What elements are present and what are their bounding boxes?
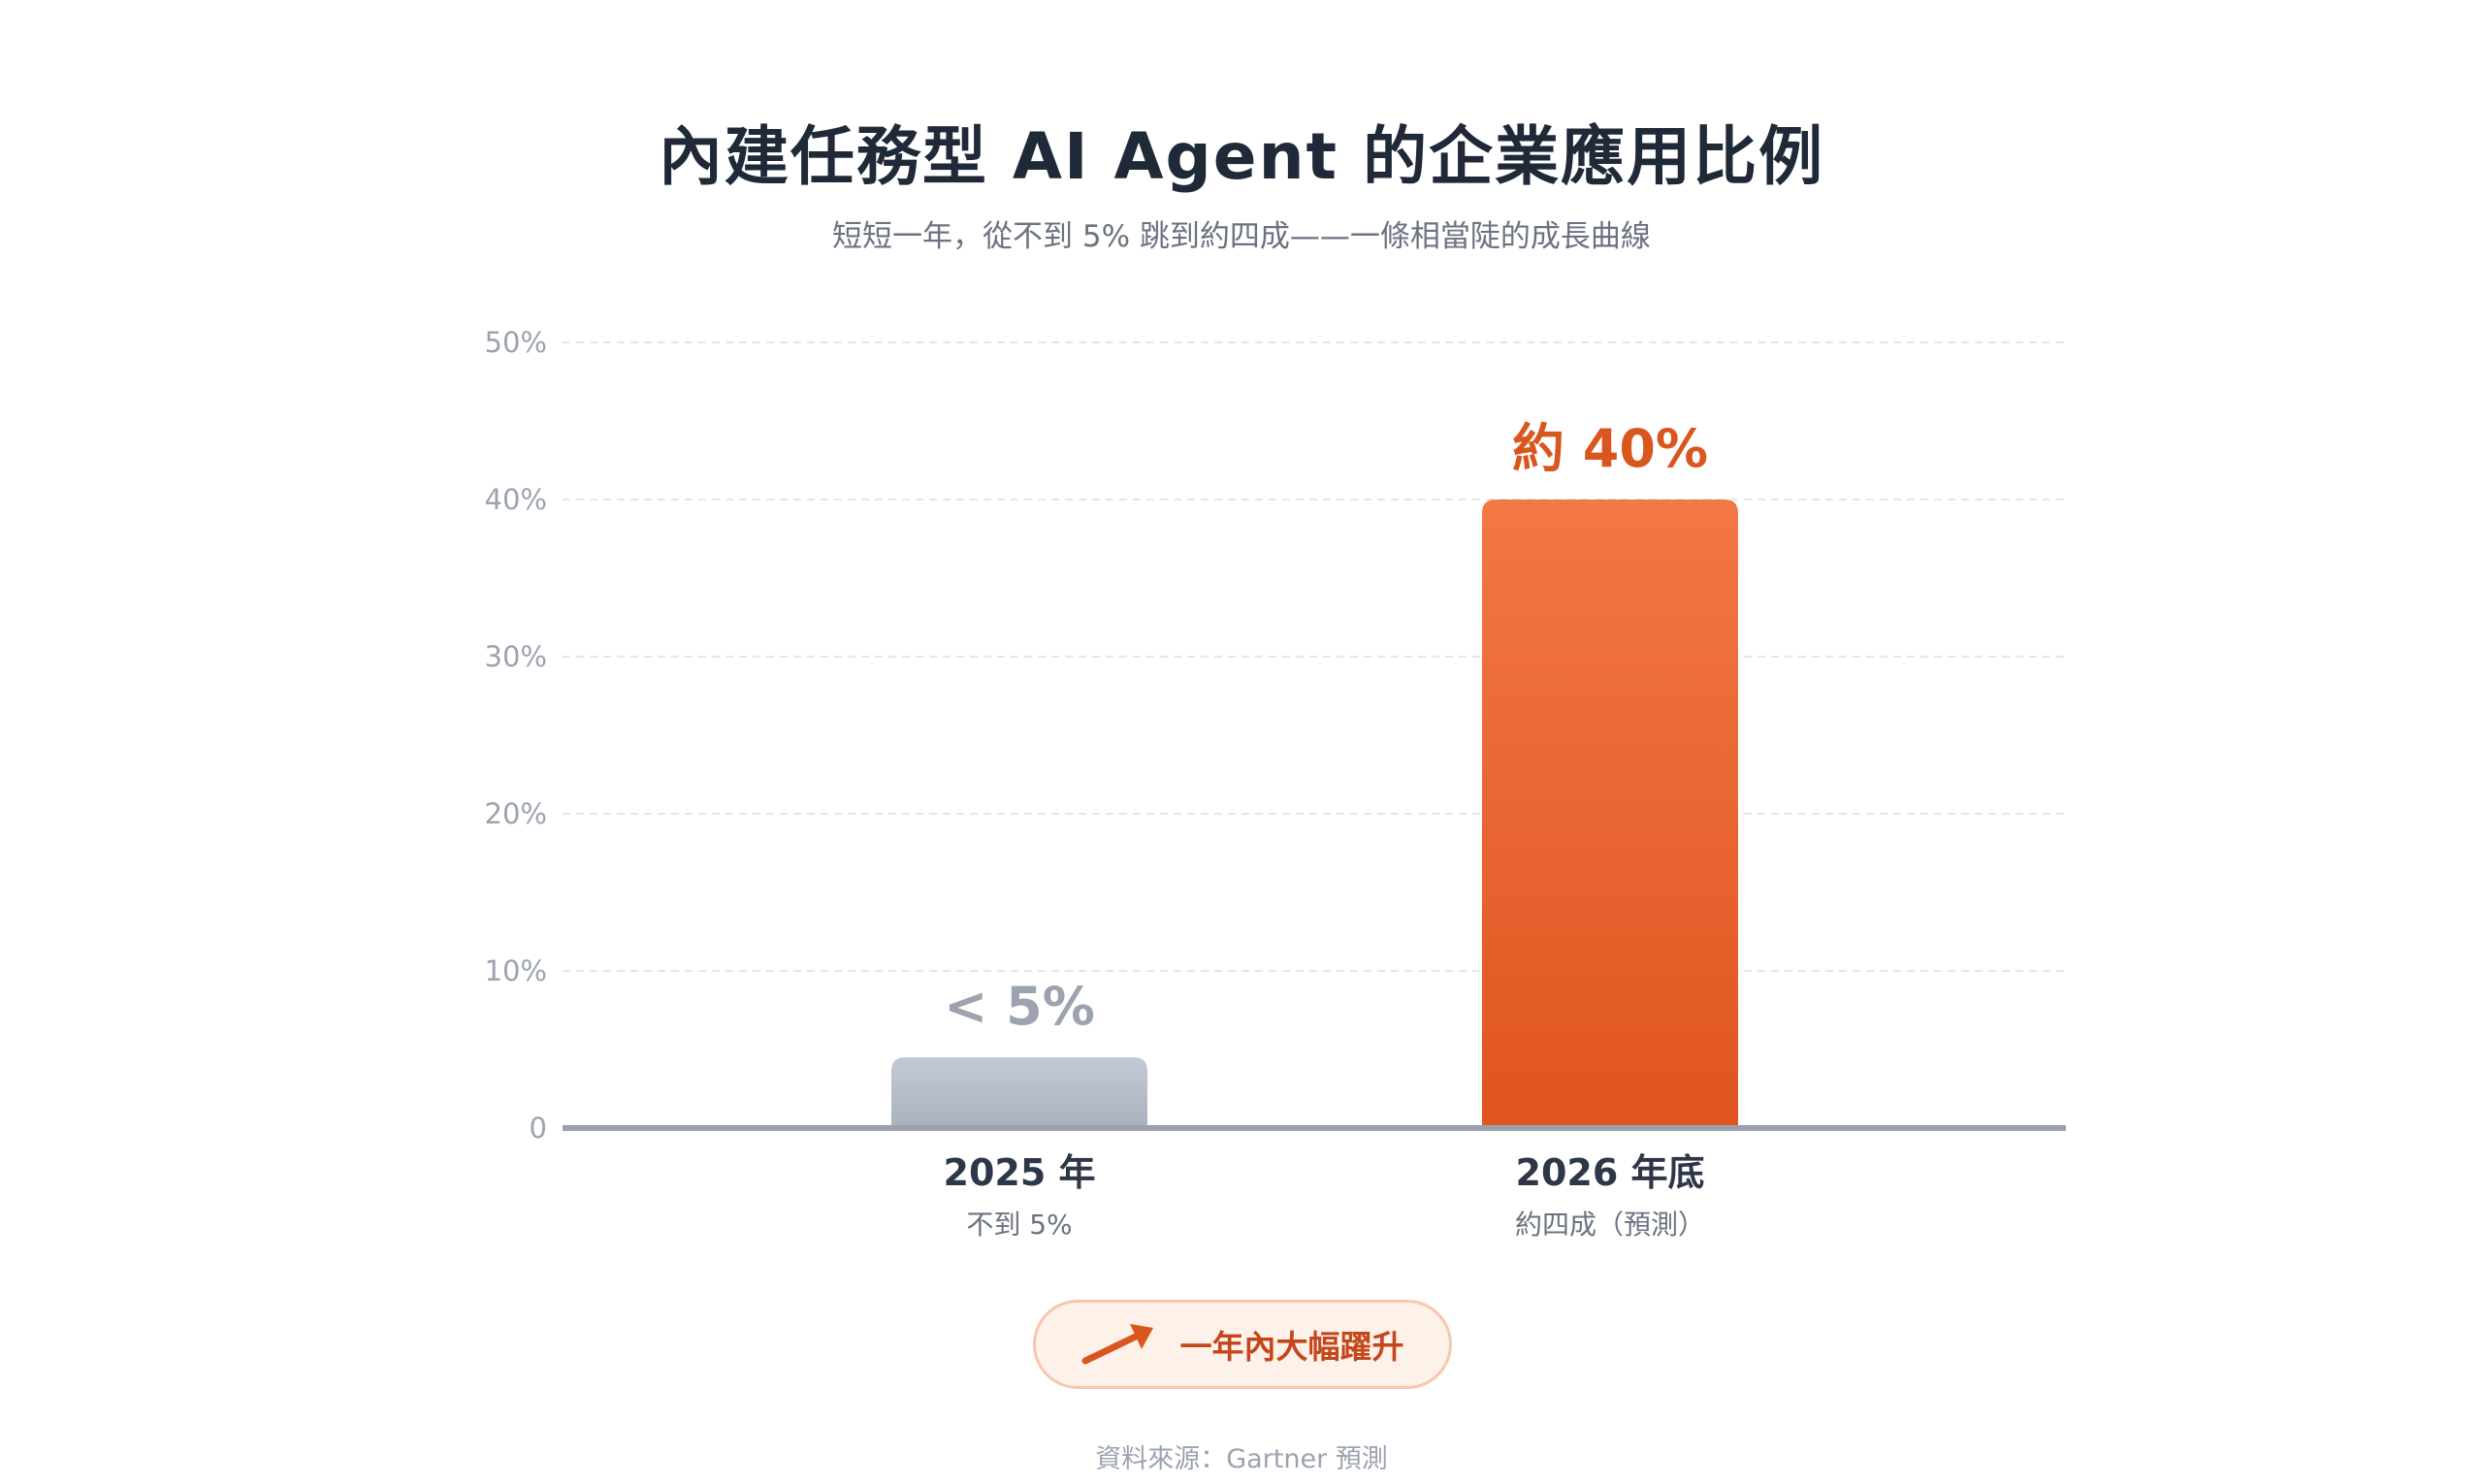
source-note: 資料來源：Gartner 預測 (1095, 1444, 1388, 1474)
x-category-note: 約四成（預測） (1515, 1209, 1705, 1241)
trend-up-arrow-icon (1081, 1324, 1153, 1365)
bar-chart: 0 10% 20% 30% 40% 50% < 5% 2025 年不到 5% 約 40% 2026… (485, 326, 2066, 1241)
bar-0 (891, 1057, 1147, 1128)
x-category-note: 不到 5% (966, 1209, 1072, 1241)
y-tick-label: 10% (485, 954, 547, 987)
chart-subtitle: 短短一年，從不到 5% 跳到約四成——一條相當陡的成長曲線 (832, 219, 1651, 254)
value-label: < 5% (944, 976, 1095, 1037)
y-tick-label: 40% (485, 483, 547, 516)
y-tick-label: 30% (485, 640, 547, 673)
x-category-label: 2026 年底 (1516, 1151, 1705, 1194)
trend-callout: 一年內大幅躍升 (1033, 1300, 1452, 1389)
y-tick-label: 50% (485, 326, 547, 359)
bar-1 (1482, 500, 1738, 1128)
value-label: 約 40% (1512, 418, 1708, 479)
y-tick-label: 20% (485, 797, 547, 830)
chart-title: 內建任務型 AI Agent 的企業應用比例 (658, 119, 1825, 194)
callout-text: 一年內大幅躍升 (1179, 1328, 1404, 1366)
x-category-label: 2025 年 (944, 1151, 1096, 1194)
y-tick-label: 0 (530, 1112, 547, 1145)
